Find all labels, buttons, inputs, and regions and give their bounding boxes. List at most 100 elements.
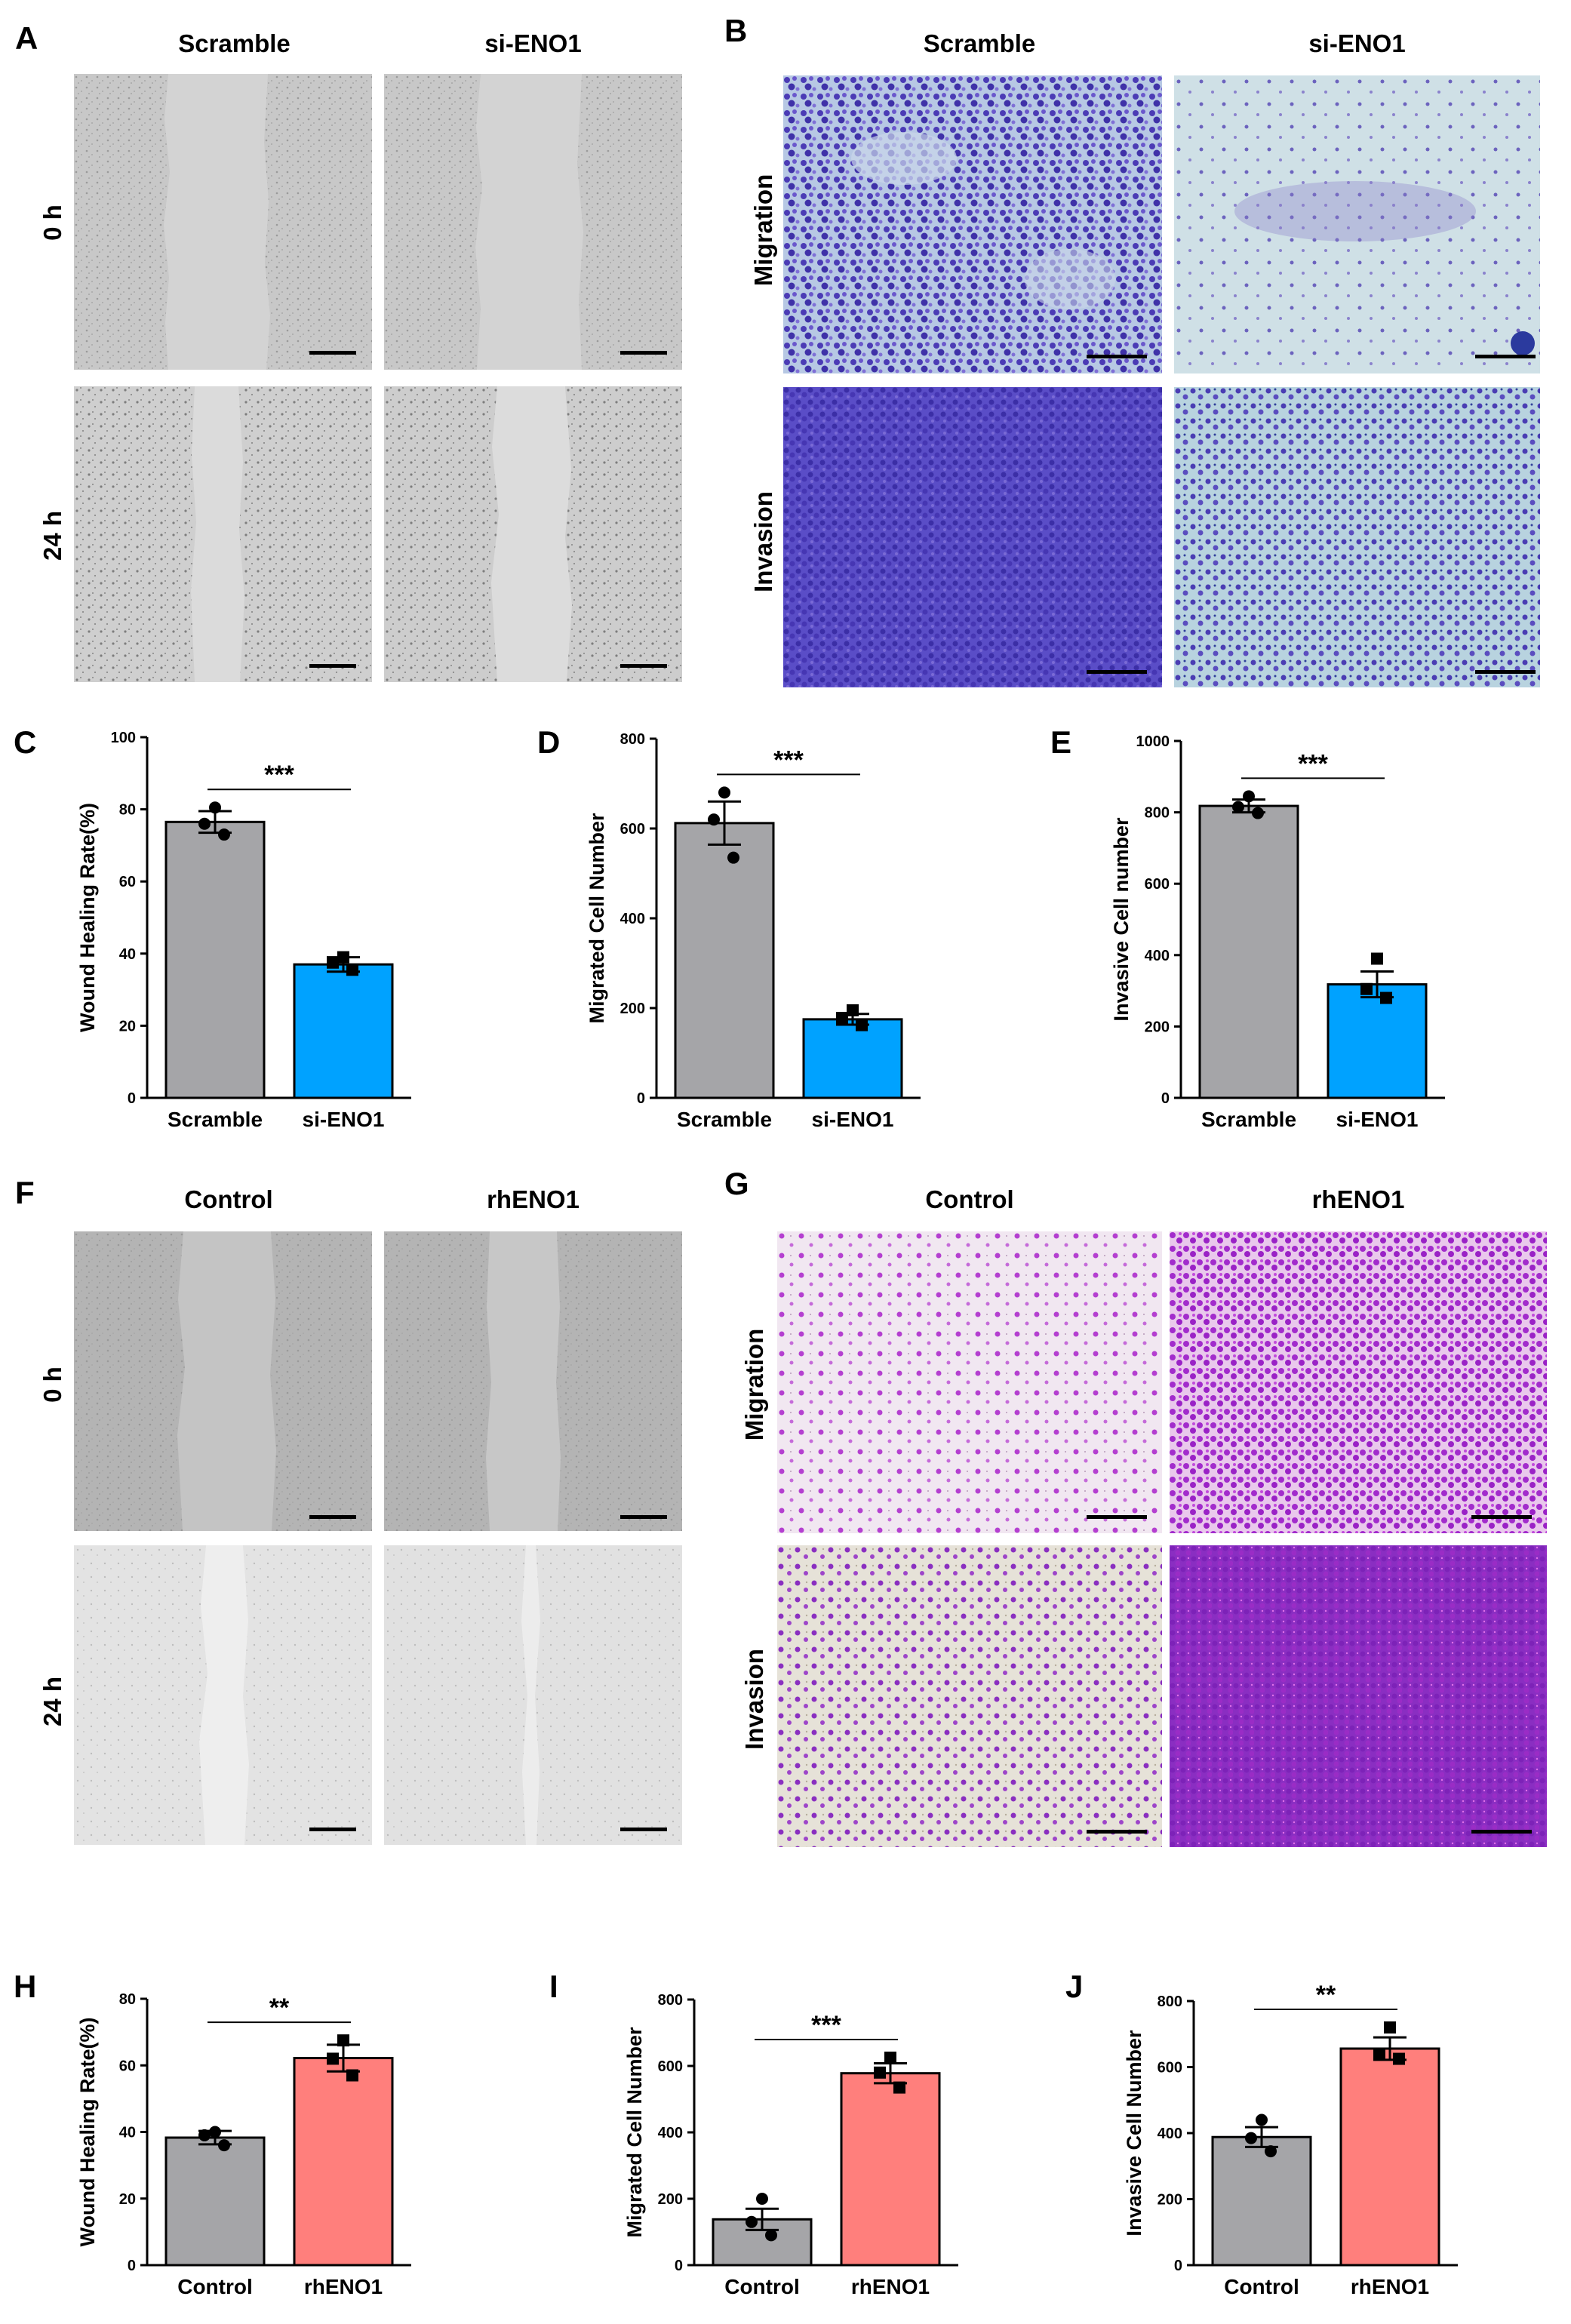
x-tick-label: Control [724, 2275, 800, 2298]
bar-chart-wound-healing-sieno1: 0 20 40 60 80 100 Wound Healing Rate(%) Scrambl… [0, 730, 1571, 1131]
chart-svg-e: 0 200 400 600 800 1000 Invasive Cell number Scr… [1110, 733, 1445, 1131]
significance-label: *** [811, 2011, 841, 2040]
scale-bar [620, 351, 667, 355]
scale-bar [1475, 670, 1536, 674]
y-tick-label: 0 [1174, 2258, 1182, 2274]
transwell-image-rheno1-migration [1170, 1231, 1547, 1533]
bar-scramble [1198, 804, 1299, 1099]
panel-label-d: D [537, 724, 561, 760]
x-tick-label: Scramble [677, 1108, 772, 1131]
bar-si-eno1 [802, 1018, 903, 1099]
bar-chart-migrated-rheno1: 0 200 400 600 800 Migrated Cell Number Control… [0, 1977, 1571, 2324]
chart-svg-i: 0 200 400 600 800 Migrated Cell Number Control… [623, 1992, 958, 2298]
wound-image-control-24h [74, 1545, 372, 1845]
data-point [847, 1004, 859, 1016]
data-point [337, 951, 349, 964]
y-tick-label: 400 [1145, 948, 1170, 964]
panel-f-row-label-1: 0 h [38, 1366, 66, 1403]
scale-bar [1087, 1830, 1147, 1834]
panel-a-row-label-1: 0 h [38, 204, 66, 241]
bar-si-eno1 [1327, 983, 1428, 1099]
x-tick-label: Control [177, 2275, 253, 2298]
scale-bar [1471, 1830, 1532, 1834]
data-point [1232, 801, 1244, 813]
y-tick-label: 800 [620, 731, 645, 748]
panel-f-row-label-2: 24 h [38, 1676, 66, 1727]
y-tick-label: 60 [119, 2058, 136, 2074]
scale-bar [620, 1828, 667, 1831]
transwell-image-rheno1-invasion [1170, 1545, 1547, 1847]
transwell-image-sieno1-invasion [1174, 387, 1540, 687]
panel-g-col-title-1: Control [925, 1185, 1014, 1213]
y-axis-label: Migrated Cell Number [586, 813, 608, 1024]
panel-b-row-label-2: Invasion [749, 491, 777, 592]
y-tick-label: 100 [111, 730, 136, 746]
scale-bar [620, 664, 667, 668]
y-tick-label: 200 [658, 2191, 683, 2208]
y-axis-label: Wound Healing Rate(%) [76, 803, 99, 1032]
transwell-image-scramble-migration [783, 75, 1162, 374]
data-point [327, 956, 339, 969]
data-point [1360, 982, 1373, 995]
y-tick-label: 600 [1145, 876, 1170, 893]
panel-b-row-label-1: Migration [749, 174, 777, 287]
y-tick-label: 0 [1161, 1090, 1170, 1107]
wound-image-rheno1-24h [384, 1545, 682, 1845]
data-point [1384, 2021, 1396, 2034]
bar-rheno1 [1339, 2047, 1440, 2267]
y-axis-label: Invasive Cell Number [1123, 2030, 1145, 2236]
y-tick-label: 20 [119, 2191, 136, 2208]
y-tick-label: 200 [1157, 2192, 1182, 2209]
y-tick-label: 0 [637, 1090, 645, 1107]
y-axis-label: Invasive Cell number [1110, 817, 1133, 1022]
transwell-image-sieno1-migration [1174, 75, 1540, 374]
data-point [209, 801, 221, 814]
data-point [218, 828, 230, 841]
data-point [337, 2034, 349, 2047]
scale-bar [309, 1515, 356, 1519]
transwell-image-control-migration [777, 1231, 1162, 1533]
x-tick-label: Scramble [168, 1108, 263, 1131]
scale-bar [1087, 1515, 1147, 1519]
bar-rheno1 [840, 2072, 941, 2267]
y-axis-label: Migrated Cell Number [623, 2027, 646, 2238]
data-point [893, 2081, 905, 2094]
data-point [1252, 807, 1264, 819]
data-point [1243, 790, 1255, 803]
chart-svg-c: 0 20 40 60 80 100 Wound Healing Rate(%) Scrambl… [76, 730, 411, 1131]
y-tick-label: 40 [119, 2125, 136, 2141]
scale-bar [309, 1828, 356, 1831]
significance-label: *** [1298, 749, 1328, 778]
bar-scramble [674, 822, 775, 1099]
data-point [1245, 2132, 1257, 2144]
data-point [884, 2052, 896, 2064]
bar-chart-invasive-sieno1: 0 200 400 600 800 1000 Invasive Cell number Scr… [0, 732, 1571, 1131]
scale-bar [1087, 355, 1147, 358]
y-tick-label: 400 [620, 911, 645, 927]
scale-bar [1475, 355, 1536, 358]
chart-svg-h: 0 20 40 60 80 Wound Healing Rate(%) Control rhE… [76, 1991, 411, 2298]
x-tick-label: rhENO1 [304, 2275, 383, 2298]
panel-g-col-title-2: rhENO1 [1311, 1185, 1405, 1213]
y-tick-label: 0 [675, 2258, 683, 2274]
data-point [1393, 2052, 1405, 2065]
wound-image-sieno1-0h [384, 74, 682, 370]
data-point [856, 1019, 868, 1031]
significance-label: ** [269, 1994, 290, 2022]
y-tick-label: 400 [658, 2125, 683, 2141]
panel-label-j: J [1065, 1969, 1084, 2004]
x-tick-label: si-ENO1 [812, 1108, 894, 1131]
data-point [346, 964, 358, 976]
wound-image-scramble-0h [74, 74, 372, 370]
x-tick-label: rhENO1 [851, 2275, 930, 2298]
bar-chart-migrated-sieno1: 0 200 400 600 800 Migrated Cell Number Scrambl… [0, 731, 1571, 1131]
y-tick-label: 0 [128, 2258, 136, 2274]
data-point [1380, 991, 1392, 1004]
data-point [718, 786, 730, 799]
wound-image-control-0h [74, 1231, 372, 1531]
panel-label-a: A [15, 20, 38, 56]
significance-label: ** [1316, 1981, 1336, 2009]
y-tick-label: 0 [128, 1090, 136, 1107]
panel-f-col-title-1: Control [184, 1185, 273, 1213]
chart-svg-d: 0 200 400 600 800 Migrated Cell Number Scrambl… [586, 731, 921, 1131]
